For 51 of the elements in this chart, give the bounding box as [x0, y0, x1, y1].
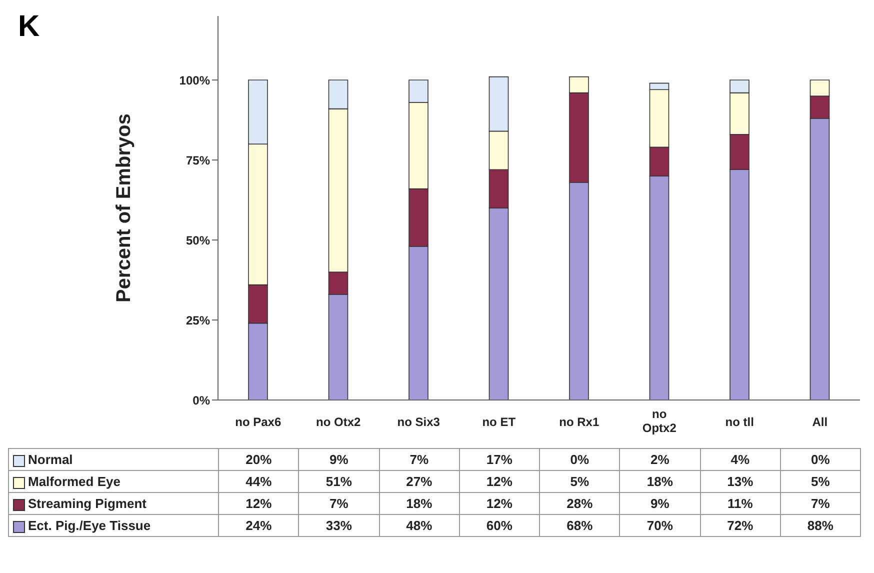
x-tick-label: no ET	[482, 415, 516, 429]
data-label: 12%	[459, 470, 540, 492]
x-tick-label: no Pax6	[235, 415, 282, 429]
legend-label: Malformed Eye	[8, 470, 218, 492]
data-label: 48%	[379, 514, 460, 536]
data-label: 12%	[218, 492, 299, 514]
data-label: 4%	[700, 448, 780, 470]
data-label: 33%	[298, 514, 379, 536]
data-label: 18%	[620, 470, 700, 492]
data-label: 0%	[540, 448, 620, 470]
data-label: 7%	[379, 448, 460, 470]
data-label: 13%	[700, 470, 780, 492]
data-label: 11%	[700, 492, 780, 514]
data-label: 72%	[700, 514, 780, 536]
x-tick-label: no Rx1	[559, 415, 600, 429]
data-label: 44%	[218, 470, 299, 492]
data-label: 7%	[780, 492, 860, 514]
data-label: 12%	[459, 492, 540, 514]
data-label: 24%	[218, 514, 299, 536]
data-label: 7%	[298, 492, 379, 514]
data-label: 27%	[379, 470, 460, 492]
data-label: 18%	[379, 492, 460, 514]
legend-label: Ect. Pig./Eye Tissue	[8, 514, 218, 536]
x-tick-label: no Six3	[397, 415, 440, 429]
data-label: 9%	[620, 492, 700, 514]
data-label: 28%	[540, 492, 620, 514]
data-label: 88%	[780, 514, 860, 536]
y-axis-title: Percent of Embryos	[113, 114, 136, 302]
x-tick-label: All	[812, 415, 828, 429]
data-label: 20%	[218, 448, 299, 470]
data-label: 51%	[298, 470, 379, 492]
x-tick-label: no Otx2	[316, 415, 362, 429]
legend-label: Normal	[8, 448, 218, 470]
x-tick-label: no tll	[725, 415, 754, 429]
data-label: 5%	[540, 470, 620, 492]
data-label: 70%	[620, 514, 700, 536]
data-label: 5%	[780, 470, 860, 492]
y-tick-label: 25%	[186, 313, 210, 328]
data-label: 60%	[459, 514, 540, 536]
legend-label: Streaming Pigment	[8, 492, 218, 514]
data-label: 2%	[620, 448, 700, 470]
data-label: 17%	[459, 448, 540, 470]
chart-title: K	[18, 10, 40, 44]
y-tick-label: 0%	[192, 393, 210, 408]
y-tick-label: 50%	[186, 233, 210, 248]
data-label: 9%	[298, 448, 379, 470]
y-tick-label: 75%	[186, 153, 210, 168]
data-label: 0%	[780, 448, 860, 470]
data-label: 68%	[540, 514, 620, 536]
x-tick-label: no Optx2	[642, 407, 677, 435]
y-tick-label: 100%	[179, 73, 210, 88]
